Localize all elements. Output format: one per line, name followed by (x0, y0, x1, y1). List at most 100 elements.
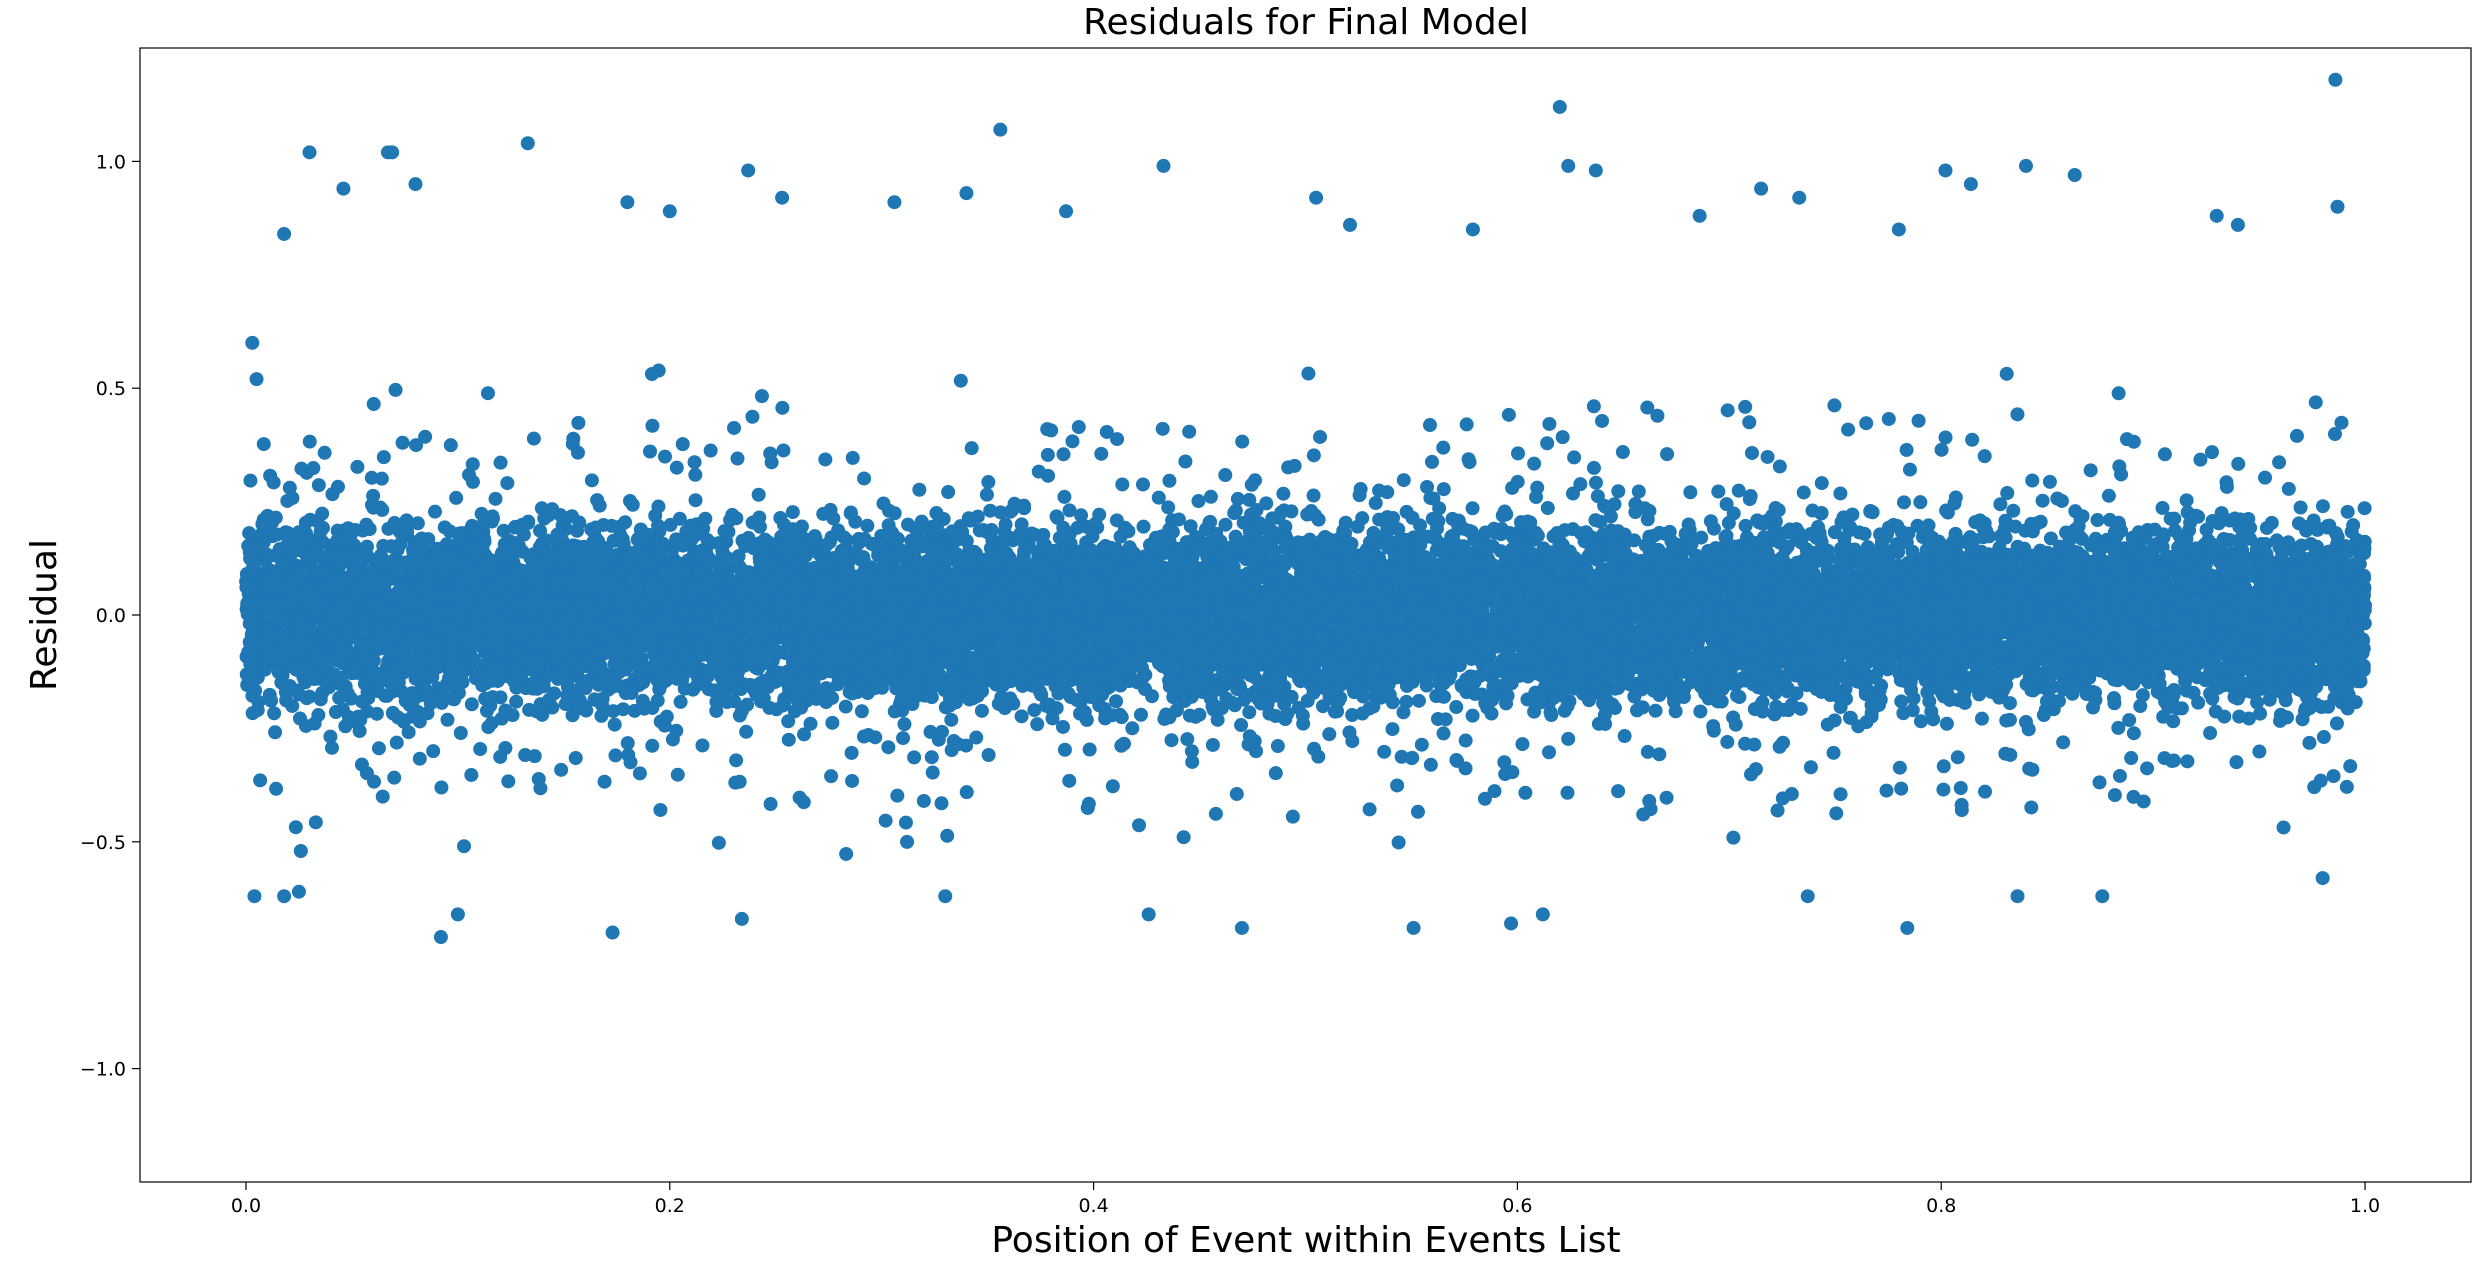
scatter-point-0-0 (245, 335, 260, 350)
scatter-point-0-33 (2230, 217, 2245, 232)
scatter-point-band-2052 (729, 753, 744, 768)
scatter-point-band-4686 (2000, 486, 2015, 501)
scatter-point-band-2796 (1894, 694, 1909, 709)
scatter-point-band-740 (1527, 456, 1542, 471)
scatter-point-0-26 (1792, 190, 1807, 205)
scatter-point-band-4307 (1164, 733, 1179, 748)
scatter-point-band-3134 (854, 704, 869, 719)
scatter-point-0-17 (1156, 158, 1171, 173)
scatter-point-band-15 (2203, 726, 2218, 741)
scatter-point-0-28 (1938, 163, 1953, 178)
scatter-point-band-2140 (632, 766, 647, 781)
scatter-point-band-3066 (2193, 452, 2208, 467)
scatter-point-0-39 (734, 911, 749, 926)
scatter-point-band-1982 (1040, 447, 1055, 462)
scatter-point-band-4527 (1826, 745, 1841, 760)
scatter-point-0-45 (1535, 907, 1550, 922)
scatter-point-band-2761 (1881, 411, 1896, 426)
scatter-point-band-1786 (1436, 482, 1451, 497)
scatter-point-band-4517 (568, 751, 583, 766)
scatter-point-0-27 (1891, 222, 1906, 237)
scatter-point-band-2679 (2126, 726, 2141, 741)
scatter-point-band-2584 (1183, 519, 1198, 534)
scatter-point-band-3460 (925, 765, 940, 780)
scatter-point-0-12 (775, 190, 790, 205)
scatter-point-band-502 (730, 451, 745, 466)
scatter-point-band-3688 (1827, 398, 1842, 413)
scatter-point-band-812 (1057, 742, 1072, 757)
scatter-point-band-758 (781, 732, 796, 747)
scatter-point-0-32 (2209, 208, 2224, 223)
scatter-point-band-1709 (1208, 806, 1223, 821)
scatter-point-band-1638 (1770, 803, 1785, 818)
scatter-point-band-3965 (1136, 519, 1151, 534)
scatter-point-0-24 (1692, 208, 1707, 223)
scatter-point-0-23 (1588, 163, 1603, 178)
scatter-point-0-5 (336, 181, 351, 196)
scatter-point-0-9 (620, 195, 635, 210)
scatter-point-band-3219 (500, 476, 515, 491)
chart-title: Residuals for Final Model (1083, 2, 1529, 43)
scatter-point-band-4852 (739, 724, 754, 739)
scatter-point-band-2331 (1934, 442, 1949, 457)
scatter-point-0-53 (385, 145, 400, 160)
scatter-point-band-3447 (1105, 779, 1120, 794)
scatter-point-0-49 (2095, 889, 2110, 904)
scatter-point-band-2268 (727, 420, 742, 435)
scatter-point-band-3160 (2252, 744, 2267, 759)
scatter-point-band-2515 (371, 741, 386, 756)
scatter-point-0-31 (2067, 168, 2082, 183)
scatter-point-band-42 (695, 738, 710, 753)
scatter-point-band-2693 (1913, 495, 1928, 510)
scatter-point-band-1327 (688, 467, 703, 482)
scatter-point-band-4916 (1114, 738, 1129, 753)
scatter-point-band-3915 (839, 846, 854, 861)
scatter-point-band-115 (1229, 786, 1244, 801)
scatter-point-band-2325 (1659, 790, 1674, 805)
scatter-point-0-25 (1754, 181, 1769, 196)
scatter-point-band-351 (1902, 462, 1917, 477)
scatter-point-band-731 (1235, 434, 1250, 449)
scatter-point-0-13 (887, 195, 902, 210)
scatter-point-band-2468 (2357, 501, 2372, 516)
scatter-point-band-2819 (1515, 737, 1530, 752)
scatter-point-band-2497 (526, 431, 541, 446)
scatter-point-band-2039 (838, 699, 853, 714)
scatter-point-band-902 (645, 418, 660, 433)
scatter-point-band-3304 (751, 487, 766, 502)
scatter-point-band-4220 (1938, 430, 1953, 445)
scatter-point-band-1001 (387, 770, 402, 785)
scatter-point-0-48 (2010, 889, 2025, 904)
scatter-point-band-1290 (2340, 504, 2355, 519)
scatter-point-band-3012 (657, 449, 672, 464)
scatter-point-band-4832 (1936, 759, 1951, 774)
scatter-point-band-2745 (1720, 734, 1735, 749)
scatter-point-0-15 (993, 122, 1008, 137)
scatter-point-band-926 (2035, 493, 2050, 508)
scatter-point-band-2060 (1180, 732, 1195, 747)
scatter-point-band-1181 (845, 773, 860, 788)
scatter-point-0-7 (408, 177, 423, 192)
scatter-point-band-3320 (2024, 800, 2039, 815)
scatter-point-band-2078 (1377, 744, 1392, 759)
scatter-point-0-1 (247, 889, 262, 904)
scatter-point-band-1798 (2316, 730, 2331, 745)
scatter-point-band-936 (2042, 474, 2057, 489)
scatter-point-band-3570 (1511, 446, 1526, 461)
scatter-point-band-3249 (1055, 719, 1070, 734)
scatter-point-band-4239 (311, 478, 326, 493)
scatter-point-band-1367 (1249, 503, 1264, 518)
scatter-point-band-3806 (1742, 415, 1757, 430)
scatter-point-band-1797 (488, 491, 503, 506)
scatter-point-band-2286 (860, 518, 875, 533)
scatter-point-0-10 (662, 204, 677, 219)
scatter-point-band-2660 (1631, 484, 1646, 499)
scatter-point-0-8 (520, 136, 535, 151)
scatter-point-band-2776 (366, 397, 381, 412)
scatter-point-band-1121 (388, 382, 403, 397)
scatter-point-0-18 (1309, 190, 1324, 205)
scatter-point-0-44 (1504, 916, 1519, 931)
scatter-point-0-14 (959, 186, 974, 201)
scatter-point-band-4669 (2229, 755, 2244, 770)
scatter-point-0-22 (1561, 158, 1576, 173)
